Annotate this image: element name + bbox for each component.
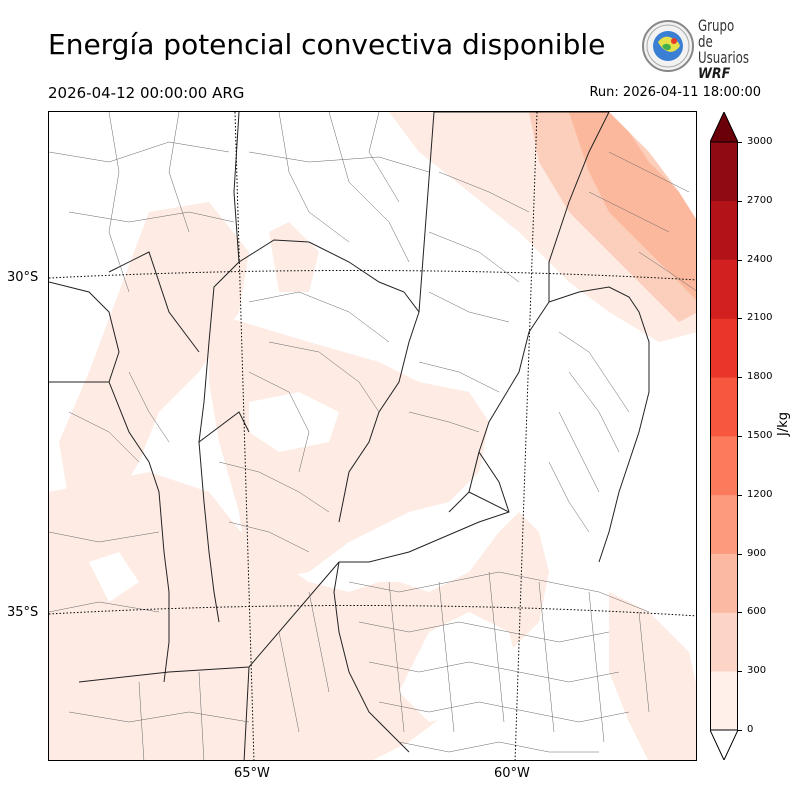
colorbar-tick-mark [738, 671, 742, 673]
province-boundaries [49, 112, 650, 760]
logo-line-3: WRF [698, 66, 731, 82]
colorbar-band [710, 553, 738, 613]
colorbar [710, 112, 738, 760]
colorbar-tick-label: 0 [747, 724, 754, 735]
cape-fill-mid [529, 112, 696, 322]
parallel-30s [49, 269, 696, 281]
colorbar-tick-label: 300 [747, 665, 767, 677]
colorbar-tick-mark [738, 436, 742, 437]
colorbar-tick-label: 2700 [747, 194, 773, 206]
colorbar-bands [710, 142, 738, 731]
colorbar-tick-label: 2400 [747, 253, 773, 265]
run-time: Run: 2026-04-11 18:00:00 [589, 85, 761, 100]
colorbar-band [710, 142, 738, 202]
colorbar-band [710, 377, 738, 437]
colorbar-tick-mark [738, 318, 742, 320]
colorbar-tick-label: 1500 [747, 430, 773, 441]
colorbar-band [710, 436, 738, 496]
lat-label-30s: 30°S [7, 270, 39, 285]
colorbar-band [710, 612, 738, 672]
cape-map [48, 111, 697, 761]
colorbar-tick-label: 1800 [747, 371, 773, 383]
colorbar-tick-label: 600 [747, 606, 767, 618]
colorbar-frame [710, 141, 738, 731]
colorbar-tick-label: 2100 [747, 312, 773, 324]
colorbar-high-arrow [710, 112, 738, 143]
lat-label-35s: 35°S [7, 605, 39, 620]
wrf-group-logo: Grupo de Usuarios WRF [640, 16, 760, 82]
colorbar-band [710, 318, 738, 378]
colorbar-tick-label: 1200 [747, 488, 773, 500]
colorbar-tick-mark [738, 612, 742, 614]
colorbar-tick-mark [738, 377, 742, 379]
colorbar-tick-mark [738, 259, 742, 261]
globe-emblem-icon [642, 20, 694, 72]
map-canvas [49, 112, 696, 760]
colorbar-band [710, 494, 738, 554]
logo-line-2: Usuarios [698, 48, 750, 67]
colorbar-tick-mark [738, 200, 742, 202]
map-title: Energía potencial convectiva disponible [48, 28, 606, 61]
department-boundaries [49, 112, 696, 760]
valid-time: 2026-04-12 00:00:00 ARG [48, 84, 245, 102]
colorbar-tick-mark [738, 730, 742, 731]
colorbar-band [710, 259, 738, 319]
colorbar-low-arrow [710, 729, 738, 760]
colorbar-band [710, 200, 738, 260]
graticule-lines [49, 112, 696, 760]
lon-label-60w: 60°W [494, 766, 530, 781]
cape-clear-areas [89, 392, 519, 722]
cape-fill-low [49, 112, 696, 760]
colorbar-unit: J/kg [776, 412, 791, 436]
logo-line-1: Grupo de [698, 16, 735, 51]
colorbar-tick-mark [738, 494, 742, 496]
colorbar-tick-mark [738, 142, 742, 143]
cape-fill-high [569, 112, 696, 300]
colorbar-tick-label: 3000 [747, 136, 773, 147]
colorbar-tick-mark [738, 553, 742, 555]
lon-label-65w: 65°W [234, 766, 270, 781]
parallel-35s [49, 604, 696, 617]
colorbar-tick-label: 900 [747, 547, 767, 559]
colorbar-band [710, 671, 738, 731]
